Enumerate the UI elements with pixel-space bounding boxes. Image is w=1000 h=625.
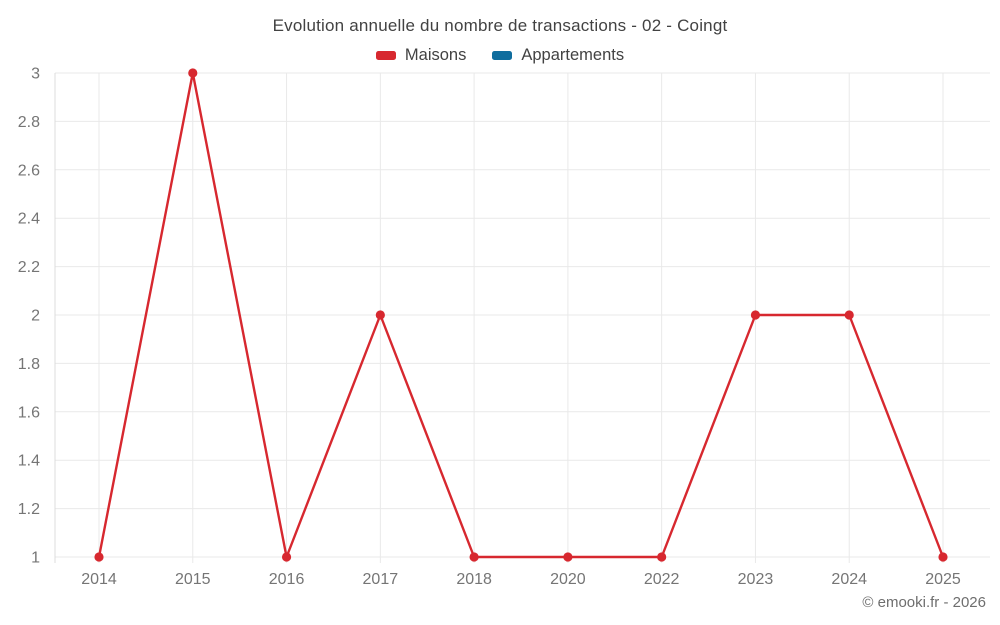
- y-axis-tick-label: 2.6: [18, 162, 40, 179]
- data-point[interactable]: [750, 310, 761, 320]
- x-axis-tick-label: 2020: [550, 571, 586, 588]
- legend-swatch-appartements: [492, 51, 513, 60]
- x-axis-tick-label: 2025: [925, 571, 961, 588]
- data-point[interactable]: [94, 552, 104, 562]
- legend-item-appartements[interactable]: Appartements: [492, 46, 624, 65]
- y-axis-tick-label: 2: [31, 308, 40, 325]
- y-axis-tick-label: 2.4: [18, 211, 40, 228]
- x-axis-tick-label: 2014: [81, 571, 117, 588]
- y-axis-tick-label: 1.6: [18, 404, 40, 421]
- x-axis-tick-label: 2016: [269, 571, 305, 588]
- series-line-maisons: [97, 71, 945, 559]
- legend-swatch-maisons: [375, 51, 396, 60]
- y-axis-tick-label: 1.8: [18, 356, 40, 373]
- x-axis-tick-label: 2023: [738, 571, 774, 588]
- data-point[interactable]: [375, 310, 385, 320]
- x-axis-tick-label: 2018: [456, 571, 492, 588]
- y-axis-tick-label: 1: [31, 550, 40, 567]
- data-point[interactable]: [938, 552, 948, 562]
- copyright-credit: © emooki.fr - 2026: [862, 594, 986, 611]
- y-axis-tick-label: 1.4: [18, 453, 40, 470]
- y-axis-tick-label: 3: [31, 66, 40, 83]
- legend-label-appartements: Appartements: [521, 46, 625, 64]
- y-axis-tick-label: 2.2: [18, 259, 40, 276]
- data-point[interactable]: [188, 68, 198, 78]
- y-axis-tick-label: 2.8: [18, 114, 40, 131]
- data-point[interactable]: [563, 552, 573, 562]
- data-point[interactable]: [469, 552, 479, 562]
- data-point[interactable]: [281, 552, 292, 562]
- legend-label-maisons: Maisons: [404, 46, 467, 64]
- x-axis-tick-label: 2024: [831, 571, 867, 588]
- legend: Maisons Appartements: [0, 46, 1000, 65]
- x-axis-tick-label: 2022: [644, 571, 680, 588]
- chart-title: Evolution annuelle du nombre de transact…: [272, 16, 728, 35]
- data-point[interactable]: [657, 552, 667, 562]
- legend-item-maisons[interactable]: Maisons: [375, 46, 467, 65]
- x-axis-tick-label: 2015: [175, 571, 211, 588]
- y-axis-tick-label: 1.2: [18, 501, 40, 518]
- data-point[interactable]: [844, 310, 854, 320]
- x-axis-tick-label: 2017: [363, 571, 399, 588]
